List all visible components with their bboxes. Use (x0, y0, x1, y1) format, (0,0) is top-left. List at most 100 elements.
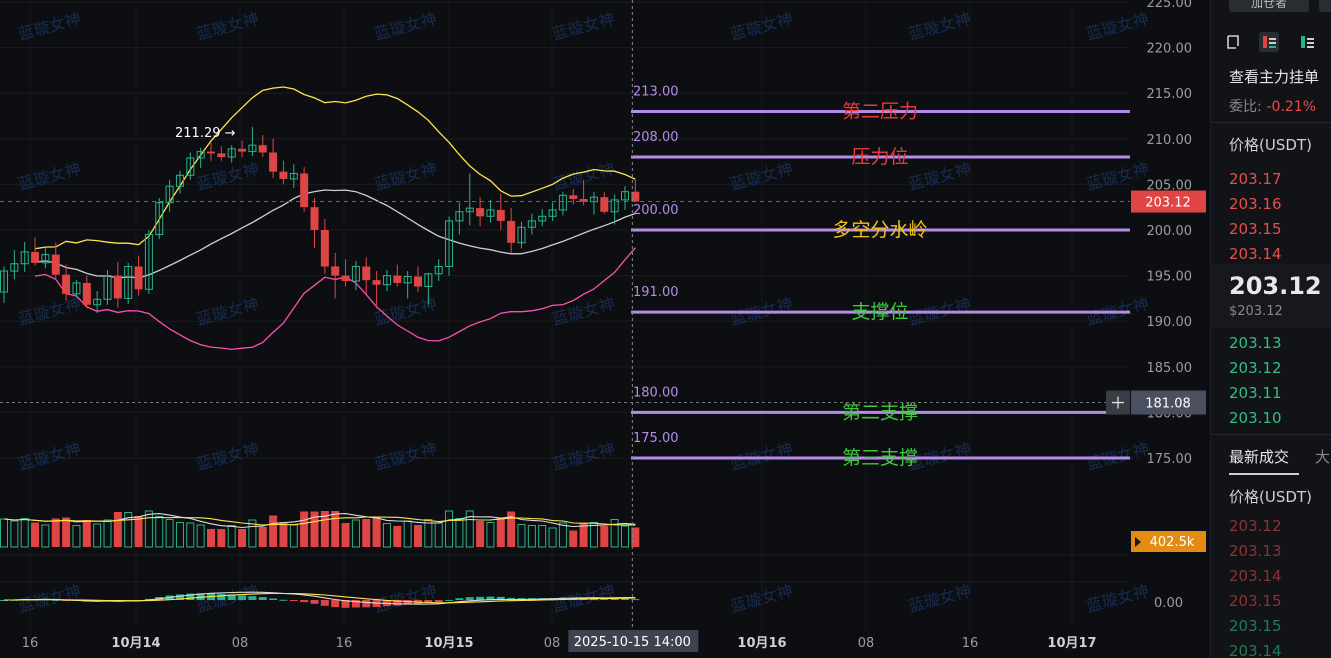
trade-price: 203.15 (1229, 592, 1282, 610)
level-label: 第三支撑 (842, 447, 918, 469)
high-annotation: 211.29 → (175, 126, 236, 141)
volume-bar (238, 529, 247, 547)
candle-body (486, 209, 495, 217)
volume-bar (10, 520, 19, 548)
candle-body (124, 265, 133, 299)
volume-bar (382, 523, 391, 548)
macd-histogram-bar (434, 600, 443, 603)
trade-price: 203.14 (1229, 567, 1282, 585)
macd-histogram-bar (300, 600, 309, 603)
current-price-value: 203.12 (1145, 196, 1191, 211)
candle-body (527, 220, 536, 228)
x-tick-label: 10月15 (424, 636, 473, 651)
view-toggle-group (1221, 32, 1331, 54)
volume-tag (1131, 531, 1206, 552)
candle-body (72, 282, 81, 295)
volume-bar (589, 522, 598, 548)
macd-histogram-bar (269, 598, 278, 600)
active-tab-underline (1229, 473, 1299, 475)
level-price-label: 175.00 (633, 431, 679, 446)
macd-histogram-bar (403, 600, 412, 605)
macd-histogram-bar (455, 598, 464, 600)
level-price-label: 213.00 (633, 84, 679, 99)
candle-body (476, 208, 485, 217)
candle-body (113, 275, 122, 299)
volume-bar (103, 519, 112, 548)
trade-price: 203.15 (1229, 617, 1282, 635)
candle-body (165, 185, 174, 204)
bid-price[interactable]: 203.11 (1229, 384, 1282, 402)
y-tick-label: 220.00 (1147, 42, 1193, 57)
candle-body (207, 151, 215, 154)
macd-histogram-bar (175, 594, 184, 600)
volume-bar (41, 524, 50, 548)
volume-bar (600, 526, 609, 547)
level-label: 压力位 (851, 146, 908, 168)
trades-tab-2[interactable]: 大 (1315, 448, 1331, 466)
candle-body (558, 194, 567, 211)
volume-bar (465, 510, 474, 548)
volume-bar (93, 523, 102, 548)
y-tick-label: 225.00 (1147, 0, 1193, 11)
candle-body (20, 251, 29, 265)
volume-bar (631, 527, 640, 547)
trade-price: 203.12 (1229, 517, 1282, 535)
level-label: 多空分水岭 (832, 219, 927, 241)
crosshair-price-value: 181.08 (1145, 397, 1191, 412)
bids-asks-icon[interactable] (1259, 32, 1279, 52)
macd-histogram-bar (393, 600, 402, 606)
bid-price[interactable]: 203.13 (1229, 334, 1282, 352)
candle-body (196, 151, 205, 159)
volume-bar (320, 511, 329, 547)
candle-body (393, 275, 402, 283)
volume-bar (155, 516, 164, 548)
candles (0, 126, 640, 313)
ask-price[interactable]: 203.17 (1229, 170, 1282, 188)
candle-body (279, 171, 288, 179)
order-book-title[interactable]: 查看主力挂单 (1229, 68, 1320, 86)
divider (1211, 122, 1331, 123)
volume-bar (51, 518, 60, 547)
candle-body (362, 266, 371, 281)
candle-body (134, 266, 143, 290)
volume-bar (445, 510, 454, 548)
macd-histogram-bar (227, 594, 236, 600)
volume-bar (579, 523, 588, 547)
trades-tab[interactable]: 最新成交 (1229, 448, 1290, 466)
volume-bar (31, 522, 40, 547)
volume-bar (134, 516, 143, 547)
candle-body (258, 145, 267, 153)
candle-body (496, 209, 505, 221)
top-button-2[interactable] (1319, 0, 1331, 12)
volume-bar (548, 527, 557, 548)
candle-body (631, 191, 640, 202)
volume-bar (331, 511, 340, 547)
volume-bar (248, 519, 257, 548)
y-tick-label: 215.00 (1147, 87, 1193, 102)
x-tick-label: 08 (858, 636, 875, 651)
volume-bar (372, 516, 381, 547)
ask-price[interactable]: 203.15 (1229, 220, 1282, 238)
x-tick-label: 10月14 (111, 636, 160, 651)
candle-body (217, 153, 226, 158)
list-view-icon[interactable] (1297, 32, 1317, 52)
macd-histogram-bar (310, 600, 319, 604)
split-view-icon[interactable] (1223, 32, 1243, 52)
macd-histogram-bar (486, 596, 495, 600)
level-price-label: 208.00 (633, 130, 679, 145)
macd-pane (0, 591, 640, 608)
volume-bar (227, 525, 236, 548)
top-button[interactable]: 加仓者 (1229, 0, 1309, 12)
ask-price[interactable]: 203.14 (1229, 245, 1282, 263)
candle-body (434, 265, 443, 275)
candle-body (445, 220, 454, 267)
candle-body (579, 198, 588, 202)
bid-price[interactable]: 203.10 (1229, 409, 1282, 427)
volume-bar (144, 510, 153, 548)
level-label: 支撑位 (851, 301, 908, 323)
bid-price[interactable]: 203.12 (1229, 359, 1282, 377)
candle-body (331, 266, 340, 276)
ask-price[interactable]: 203.16 (1229, 195, 1282, 213)
candle-body (103, 275, 112, 300)
